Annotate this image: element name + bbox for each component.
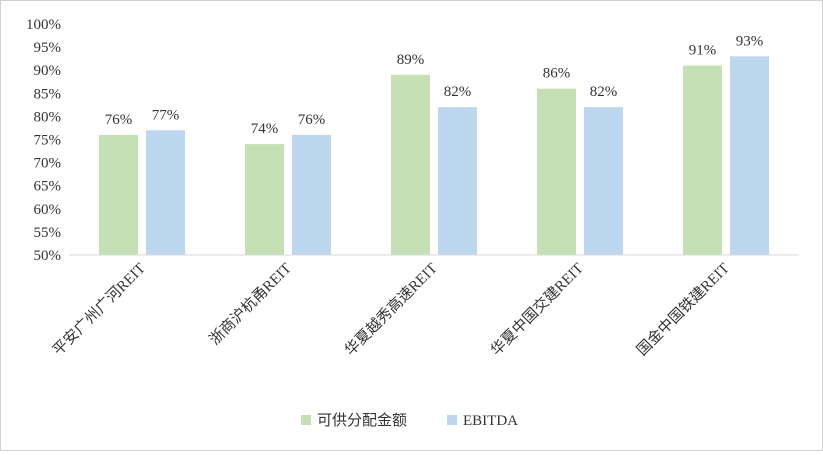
data-label: 76% — [105, 112, 133, 128]
bar-distributable — [245, 144, 284, 255]
y-axis-ticks: 50% 55% 60% 65% 70% 75% 80% 85% 90% 95% 100% — [26, 17, 61, 264]
data-label: 89% — [397, 52, 425, 68]
legend: 可供分配金额 EBITDA — [301, 412, 518, 429]
bars — [99, 56, 769, 256]
x-axis-ticks: 平安广州广河REIT 浙商沪杭甬REIT 华夏越秀高速REIT 华夏中国交建REIT 国… — [50, 259, 733, 359]
bar-distributable — [391, 74, 430, 255]
data-label: 82% — [444, 84, 472, 100]
y-tick-label: 65% — [34, 179, 62, 195]
y-tick-label: 85% — [34, 86, 62, 102]
bar-ebitda — [292, 134, 331, 255]
y-tick-label: 50% — [34, 248, 62, 264]
x-tick-label: 国金中国铁建REIT — [634, 260, 733, 359]
y-tick-label: 70% — [34, 156, 62, 172]
legend-swatch — [301, 415, 311, 425]
data-labels: 76% 77% 74% 76% 89% 82% 86% 82% 91% 93% — [105, 33, 764, 137]
bar-ebitda — [438, 107, 477, 255]
y-tick-label: 55% — [34, 225, 62, 241]
data-label: 74% — [251, 121, 279, 137]
x-tick-label: 华夏越秀高速REIT — [342, 260, 441, 359]
legend-swatch — [447, 415, 457, 425]
data-label: 91% — [689, 43, 717, 59]
data-label: 77% — [152, 107, 180, 123]
y-tick-label: 60% — [34, 202, 62, 218]
y-tick-label: 100% — [26, 17, 61, 33]
y-tick-label: 80% — [34, 109, 62, 125]
y-tick-label: 75% — [34, 133, 62, 149]
x-tick-label: 浙商沪杭甬REIT — [206, 260, 295, 349]
y-tick-label: 90% — [34, 63, 62, 79]
data-label: 86% — [543, 66, 571, 82]
bar-ebitda — [146, 130, 185, 255]
data-label: 93% — [736, 33, 764, 49]
bar-distributable — [683, 65, 722, 255]
bar-ebitda — [730, 56, 769, 256]
x-tick-label: 平安广州广河REIT — [50, 260, 149, 359]
bar-distributable — [99, 134, 138, 255]
y-tick-label: 95% — [34, 40, 62, 56]
bar-ebitda — [584, 107, 623, 255]
data-label: 76% — [298, 112, 326, 128]
data-label: 82% — [590, 84, 618, 100]
legend-label: EBITDA — [463, 413, 518, 429]
legend-label: 可供分配金额 — [317, 412, 407, 429]
x-tick-label: 华夏中国交建REIT — [487, 259, 587, 359]
bar-distributable — [537, 88, 576, 256]
